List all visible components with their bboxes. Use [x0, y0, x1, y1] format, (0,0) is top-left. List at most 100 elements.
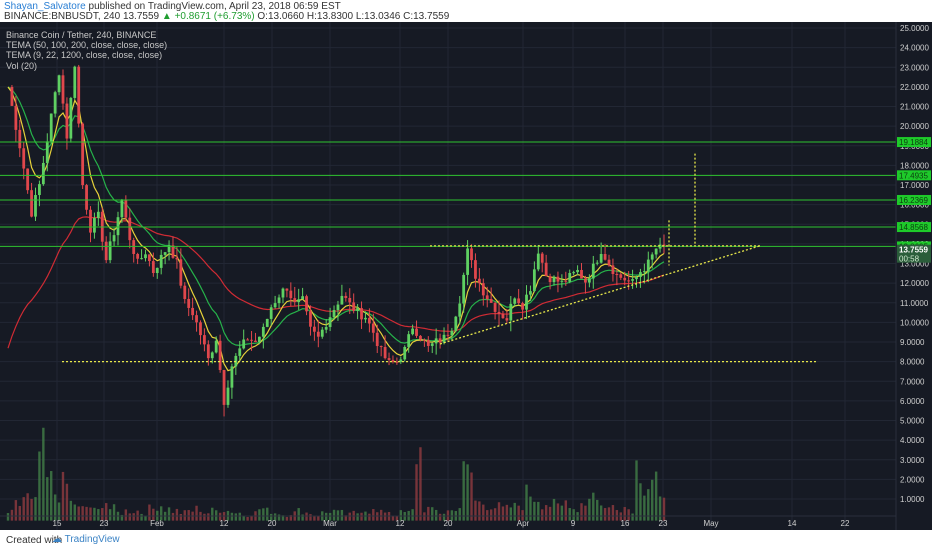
current-price-label: 13.7559	[899, 246, 928, 255]
price-chart[interactable]: 25.0000 24.0000 23.0000 22.0000 21.0000 20.00…	[0, 22, 932, 530]
x-tick-label: 16	[621, 519, 630, 528]
candle-body	[635, 276, 638, 280]
candle-body	[112, 235, 116, 242]
candle-body	[615, 274, 619, 276]
volume-bar	[30, 498, 33, 521]
x-tick-label: 12	[396, 519, 405, 528]
candle-body	[179, 259, 183, 286]
cloud-icon: ☁	[52, 534, 62, 545]
candle-body	[116, 217, 120, 236]
x-tick-label: Feb	[150, 519, 164, 528]
x-tick-label: May	[703, 519, 718, 528]
level-tag-label: 19.1884	[899, 138, 928, 147]
legend-tema-1[interactable]: TEMA (50, 100, 200, close, close, close)	[6, 40, 168, 51]
candle-body	[175, 257, 179, 260]
volume-bar	[148, 504, 151, 521]
candle-body	[446, 334, 450, 336]
candle-body	[93, 217, 96, 233]
candle-body	[650, 254, 654, 260]
candle-body	[364, 317, 367, 320]
volume-bar	[108, 509, 112, 521]
volume-bar	[513, 502, 516, 521]
candle-body	[568, 273, 572, 282]
y-tick-label: 16.0000	[900, 201, 929, 210]
candle-body	[584, 278, 587, 283]
candle-body	[599, 253, 603, 263]
y-tick-label: 25.0000	[900, 24, 929, 33]
volume-bar	[152, 508, 155, 521]
volume-bar	[509, 507, 513, 521]
candle-body	[238, 348, 242, 356]
y-tick-label: 6.0000	[900, 397, 925, 406]
candle-body	[336, 304, 340, 311]
candle-body	[474, 260, 477, 279]
tradingview-logo[interactable]: ☁ TradingView	[52, 534, 120, 545]
candle-body	[30, 190, 33, 217]
candle-body	[285, 288, 289, 291]
volume-bar	[144, 515, 147, 521]
chart-area[interactable]: 25.0000 24.0000 23.0000 22.0000 21.0000 20.00…	[0, 22, 932, 530]
legend-volume[interactable]: Vol (20)	[6, 60, 38, 71]
candle-body	[509, 303, 513, 321]
candle-body	[540, 253, 544, 263]
volume-bar	[50, 471, 53, 521]
candle-body	[18, 129, 22, 149]
candle-body	[218, 340, 222, 370]
candle-body	[61, 75, 65, 104]
candle-body	[222, 369, 226, 405]
volume-bar	[171, 512, 175, 521]
candle-body	[203, 335, 206, 345]
candle-body	[132, 240, 136, 254]
candle-body	[293, 298, 297, 303]
volume-bar	[517, 505, 520, 521]
volume-bar	[195, 505, 198, 521]
candle-body	[332, 310, 336, 318]
candle-body	[38, 184, 41, 196]
candle-body	[57, 75, 61, 93]
candle-body	[206, 344, 210, 359]
volume-bar	[42, 427, 45, 521]
volume-bar	[568, 508, 571, 521]
candle-body	[250, 339, 253, 341]
volume-bar	[552, 498, 556, 521]
candle-body	[301, 296, 305, 300]
volume-bar	[273, 513, 277, 521]
candle-body	[556, 276, 560, 282]
candle-body	[375, 332, 379, 347]
candle-body	[344, 295, 348, 298]
legend-tema-2[interactable]: TEMA (9, 22, 1200, close, close, close)	[6, 50, 163, 61]
volume-bar	[81, 506, 84, 521]
volume-bar	[383, 512, 387, 521]
volume-bar	[623, 507, 626, 521]
volume-bar	[57, 502, 61, 521]
volume-bar	[631, 513, 634, 521]
volume-bar	[580, 503, 583, 521]
candle-body	[525, 294, 528, 310]
level-tag	[897, 137, 931, 148]
x-tick-label: 23	[100, 519, 109, 528]
candle-body	[96, 211, 100, 218]
volume-bar	[627, 509, 630, 521]
volume-bar	[497, 502, 501, 521]
volume-bar	[340, 509, 344, 521]
candle-body	[607, 259, 611, 266]
author-link[interactable]: Shayan_Salvatore	[4, 1, 86, 12]
candle-body	[411, 328, 414, 335]
candle-body	[22, 148, 26, 169]
candle-body	[501, 313, 505, 319]
candle-body	[513, 298, 517, 304]
candle-body	[309, 311, 312, 327]
volume-bar	[313, 515, 316, 521]
volume-bar	[85, 506, 88, 521]
candle-body	[564, 280, 568, 282]
volume-bar	[599, 505, 603, 521]
candle-body	[53, 92, 57, 114]
chart-header: Shayan_Salvatore published on TradingVie…	[0, 0, 932, 22]
candle-body	[195, 315, 198, 323]
volume-bar	[18, 505, 21, 521]
y-tick-label: 12.0000	[900, 279, 929, 288]
candle-body	[348, 297, 352, 303]
candle-body	[261, 326, 265, 337]
brand-name: TradingView	[64, 534, 120, 545]
x-tick-label: 12	[220, 519, 229, 528]
